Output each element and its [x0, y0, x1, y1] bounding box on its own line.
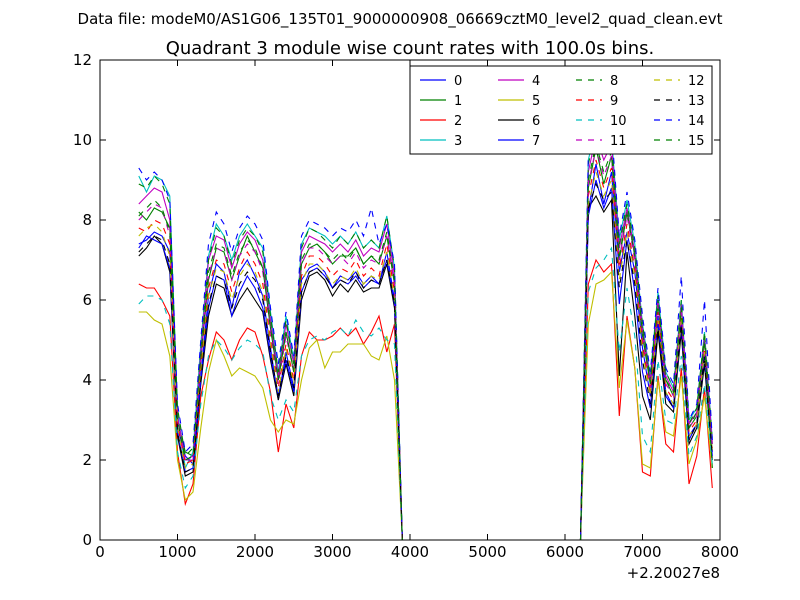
legend-label-9: 9 [610, 94, 618, 109]
legend-label-5: 5 [532, 94, 540, 109]
x-tick-label: 8000 [701, 543, 739, 561]
series-line-11 [138, 147, 713, 541]
legend-label-6: 6 [532, 114, 540, 129]
legend-label-7: 7 [532, 134, 540, 149]
legend-label-15: 15 [688, 134, 705, 149]
y-tick-label: 6 [82, 291, 92, 309]
x-tick-label: 0 [95, 543, 105, 561]
y-tick-label: 0 [82, 531, 92, 549]
legend-label-3: 3 [454, 134, 462, 149]
y-tick-label: 10 [73, 131, 92, 149]
legend-label-12: 12 [688, 74, 705, 89]
chart-title: Quadrant 3 module wise count rates with … [166, 38, 655, 59]
series-line-6 [138, 194, 713, 541]
legend-label-2: 2 [454, 114, 462, 129]
x-tick-label: 3000 [313, 543, 351, 561]
x-tick-label: 5000 [468, 543, 506, 561]
series-line-8 [138, 129, 713, 541]
y-tick-label: 4 [82, 371, 92, 389]
series-line-9 [138, 159, 713, 541]
x-tick-label: 6000 [546, 543, 584, 561]
series-line-3 [138, 125, 713, 541]
y-tick-label: 8 [82, 211, 92, 229]
series-line-14 [138, 117, 713, 541]
x-offset-label: +2.20027e8 [627, 564, 720, 582]
x-tick-label: 2000 [236, 543, 274, 561]
legend-label-4: 4 [532, 74, 540, 89]
legend-label-10: 10 [610, 114, 627, 129]
x-tick-label: 1000 [158, 543, 196, 561]
legend-label-0: 0 [454, 74, 462, 89]
suptitle: Data file: modeM0/AS1G06_135T01_90000009… [78, 10, 723, 29]
series-line-15 [138, 143, 713, 541]
series-line-5 [138, 270, 713, 541]
series-line-2 [138, 258, 713, 541]
legend-label-14: 14 [688, 114, 705, 129]
x-tick-label: 4000 [391, 543, 429, 561]
y-tick-label: 2 [82, 451, 92, 469]
legend-box [409, 65, 713, 155]
legend-label-1: 1 [454, 94, 462, 109]
y-tick-label: 12 [73, 51, 92, 69]
series-line-12 [138, 169, 713, 541]
x-tick-label: 7000 [623, 543, 661, 561]
series-line-10 [138, 246, 713, 541]
x-axis: 0 1000 2000 3000 4000 5000 6000 7000 8000 [95, 60, 739, 561]
legend-label-8: 8 [610, 74, 618, 89]
legend-label-11: 11 [610, 134, 627, 149]
series-layer [138, 117, 713, 541]
legend-label-13: 13 [688, 94, 705, 109]
series-line-4 [138, 133, 713, 541]
series-line-13 [138, 182, 713, 541]
